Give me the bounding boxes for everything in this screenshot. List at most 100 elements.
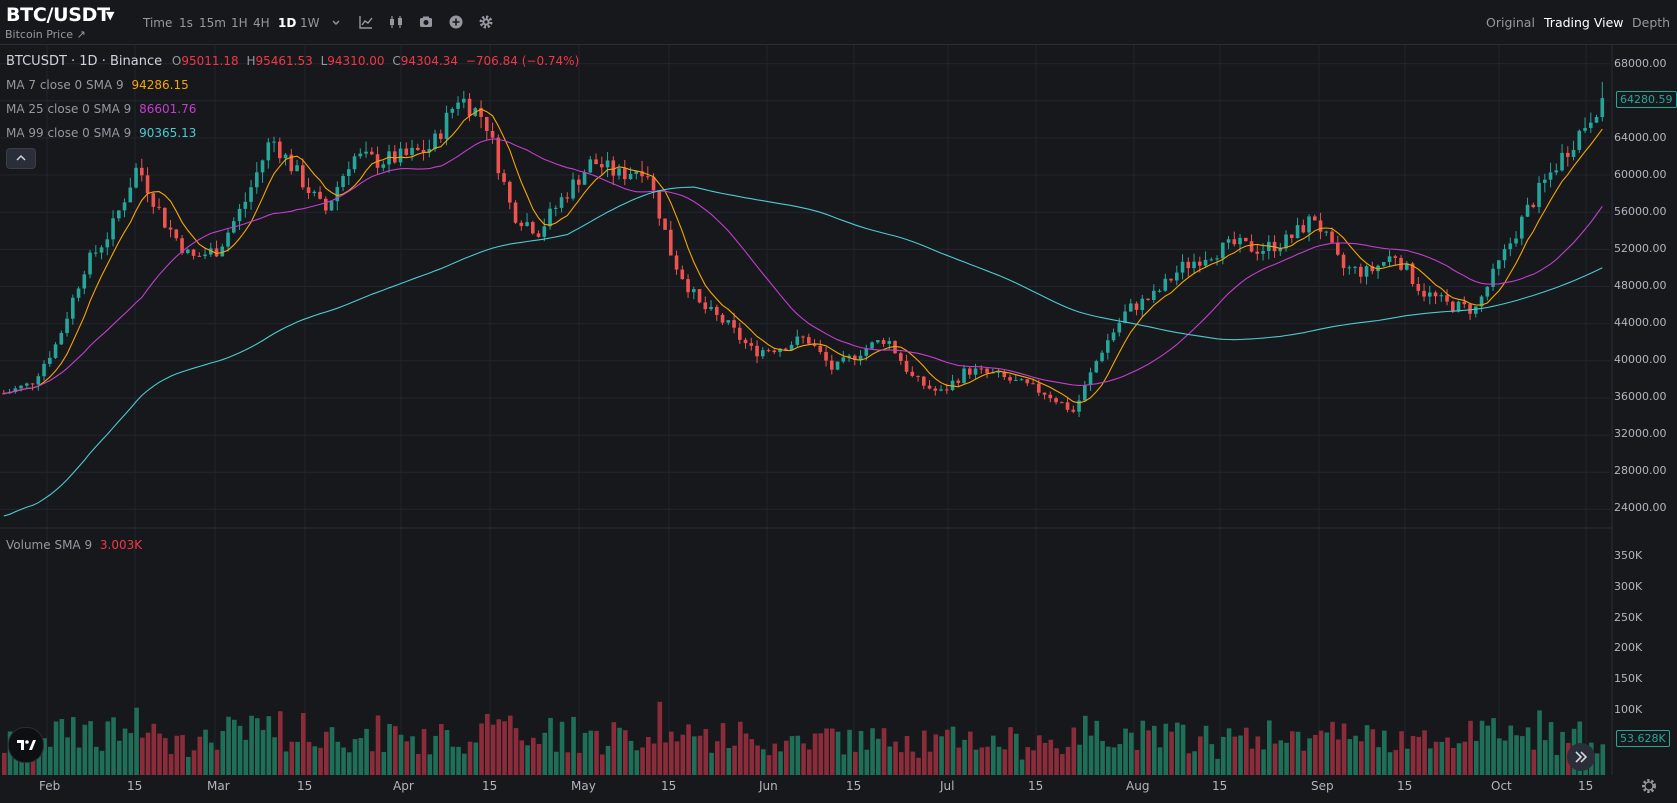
candle-body: [1261, 251, 1265, 254]
volume-bar: [1324, 732, 1330, 775]
ma25-legend[interactable]: MA 25 close 0 SMA 9 86601.76: [6, 102, 197, 116]
volume-bar: [1336, 739, 1341, 775]
volume-bar: [1502, 740, 1508, 775]
candle-body: [1215, 258, 1219, 260]
volume-bar: [1129, 732, 1134, 775]
volume-bar: [1106, 746, 1111, 775]
candle-body: [864, 348, 869, 356]
volume-bar: [1272, 743, 1278, 775]
volume-bar: [370, 751, 375, 775]
volume-bar: [1376, 747, 1381, 775]
ma7-legend[interactable]: MA 7 close 0 SMA 9 94286.15: [6, 78, 189, 92]
volume-bar: [1416, 736, 1422, 775]
volume-bar: [1525, 727, 1531, 775]
volume-bar: [502, 721, 507, 775]
candle-body: [1129, 303, 1133, 312]
volume-bar: [956, 747, 962, 775]
volume-bar: [1428, 748, 1433, 775]
candle-body: [1520, 216, 1524, 239]
candle-body: [525, 222, 529, 226]
candle-body: [812, 343, 817, 346]
volume-bar: [1330, 721, 1335, 775]
subtitle[interactable]: Bitcoin Price ↗: [5, 28, 86, 41]
candle-body: [1163, 278, 1168, 291]
candle-body: [634, 171, 639, 174]
volume-bar: [542, 732, 548, 775]
volume-bar: [203, 729, 208, 775]
symbol-title[interactable]: BTC/USDT: [6, 4, 110, 26]
candle-body: [738, 327, 742, 340]
volume-bar: [1157, 747, 1163, 775]
ma99-legend[interactable]: MA 99 close 0 SMA 9 90365.13: [6, 126, 197, 140]
volume-bar: [1037, 735, 1042, 775]
tab-1h[interactable]: 1H: [231, 16, 248, 30]
volume-bar: [53, 721, 59, 775]
moving-averages: [3, 108, 1603, 517]
scroll-to-latest-button[interactable]: [1567, 743, 1595, 771]
volume-bar: [1353, 735, 1358, 775]
volume-bar: [1111, 747, 1117, 775]
date-label: 15: [661, 779, 677, 793]
volume-bar: [1261, 749, 1266, 775]
candle-body: [755, 345, 759, 357]
volume-bar: [1359, 741, 1364, 775]
collapse-legend-button[interactable]: [6, 148, 36, 169]
tradingview-logo[interactable]: [8, 727, 44, 763]
candle-body: [1508, 243, 1513, 250]
volume-bar: [427, 754, 433, 775]
tab-1w[interactable]: 1W: [300, 16, 320, 30]
volume-bar: [1215, 758, 1220, 775]
view-depth[interactable]: Depth: [1632, 15, 1671, 30]
tab-1d[interactable]: 1D: [278, 16, 297, 30]
candle-body: [1353, 266, 1357, 268]
view-trading-view[interactable]: Trading View: [1544, 15, 1624, 30]
candle-body: [312, 191, 317, 194]
candle-body: [180, 238, 184, 253]
settings-gear-icon[interactable]: [1640, 777, 1658, 795]
candle-body: [795, 336, 800, 345]
volume-legend[interactable]: Volume SMA 9 3.003K: [6, 538, 143, 552]
candle-body: [1456, 301, 1461, 312]
tab-4h[interactable]: 4H: [253, 16, 270, 30]
candle-body: [623, 168, 627, 180]
volume-bar: [686, 724, 691, 775]
volume-bar: [588, 730, 594, 775]
candles-icon[interactable]: [388, 14, 404, 30]
volume-bar: [266, 716, 272, 775]
volume-bar: [473, 742, 479, 775]
volume-bar: [680, 734, 686, 775]
volume-bar: [163, 738, 168, 775]
candle-body: [554, 207, 558, 209]
volume-bar: [433, 735, 438, 775]
volume-bar: [174, 735, 180, 775]
add-icon[interactable]: [448, 14, 464, 30]
camera-icon[interactable]: [418, 14, 434, 30]
price-label: 44000.00: [1614, 316, 1667, 329]
tab-15m[interactable]: 15m: [199, 16, 226, 30]
chevron-down-icon[interactable]: ▼: [106, 9, 115, 22]
volume-bar: [1152, 725, 1157, 775]
candle-body: [743, 339, 748, 344]
volume-bar: [1054, 748, 1059, 775]
candle-body: [1439, 295, 1444, 297]
volume-bar: [565, 752, 571, 775]
indicator-icon[interactable]: [358, 14, 374, 30]
gear-icon[interactable]: [478, 14, 494, 30]
candle-body: [945, 389, 949, 391]
view-original[interactable]: Original: [1486, 15, 1535, 30]
volume-bar: [329, 727, 335, 775]
volume-bar: [76, 747, 82, 775]
tab-1s[interactable]: 1s: [179, 16, 193, 30]
volume-bar: [1313, 734, 1318, 775]
volume-bar: [830, 728, 835, 775]
candle-body: [387, 151, 391, 165]
volume-bar: [283, 751, 289, 775]
candle-body: [1077, 400, 1081, 412]
date-label: 15: [1028, 779, 1044, 793]
tab-time[interactable]: Time: [143, 16, 173, 30]
candle-body: [462, 98, 466, 103]
chevron-down-icon[interactable]: [328, 14, 344, 30]
volume-bar: [559, 721, 565, 775]
volume-bar: [2, 752, 7, 775]
